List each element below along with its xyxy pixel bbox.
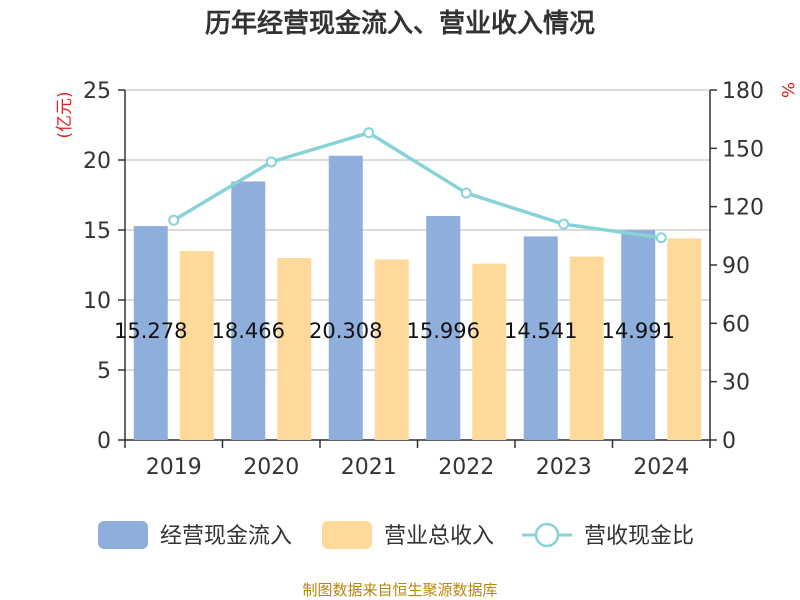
chart-title: 历年经营现金流入、营业收入情况 <box>205 8 595 39</box>
source-note: 制图数据来自恒生聚源数据库 <box>302 581 497 599</box>
bar-revenue <box>667 238 702 440</box>
ratio-line-path <box>172 130 662 240</box>
legend-label-cash-inflow: 经营现金流入 <box>160 524 292 549</box>
ratio-point <box>558 218 570 230</box>
bar-revenue <box>277 258 312 440</box>
right-tick-label: 180 <box>722 79 764 104</box>
right-tick-label: 60 <box>722 312 750 337</box>
bars <box>133 155 702 441</box>
x-tick-label: 2021 <box>341 455 397 480</box>
right-axis-unit: % <box>777 82 797 98</box>
x-tick-label: 2024 <box>633 455 689 480</box>
bar-revenue <box>569 256 604 440</box>
bar-cash-inflow <box>231 181 266 440</box>
data-label: 14.541 <box>504 319 577 343</box>
right-tick-label: 150 <box>722 137 764 162</box>
left-axis-unit: (亿元) <box>55 91 75 138</box>
bar-cash-inflow <box>621 230 656 440</box>
data-label: 15.996 <box>407 319 480 343</box>
bar-revenue <box>472 263 507 440</box>
legend-swatch-cash-inflow <box>98 521 148 549</box>
legend-label-revenue: 营业总收入 <box>384 524 494 549</box>
bar-cash-inflow <box>328 155 363 441</box>
data-label: 18.466 <box>212 319 285 343</box>
legend: 经营现金流入 营业总收入 营收现金比 <box>98 521 694 549</box>
ratio-point <box>655 232 667 244</box>
right-tick-label: 30 <box>722 371 750 396</box>
data-label: 15.278 <box>114 319 187 343</box>
data-label: 20.308 <box>309 319 382 343</box>
ratio-point <box>460 187 472 199</box>
bar-revenue <box>179 251 214 440</box>
x-tick-label: 2023 <box>536 455 592 480</box>
ratio-point <box>265 156 277 168</box>
left-tick-label: 10 <box>83 289 111 314</box>
bar-cash-inflow <box>426 216 461 440</box>
bar-cash-inflow <box>523 236 558 440</box>
ratio-point <box>168 214 180 226</box>
bar-revenue <box>374 259 409 440</box>
ratio-point <box>363 127 375 139</box>
data-label: 14.991 <box>602 319 675 343</box>
axes: 0 5 10 15 20 25 0 30 60 90 120 150 180 2019 2020 2021 20… <box>83 79 764 480</box>
x-tick-label: 2019 <box>146 455 202 480</box>
left-tick-label: 25 <box>83 79 111 104</box>
legend-label-ratio: 营收现金比 <box>584 524 694 549</box>
legend-swatch-ratio-marker <box>534 522 560 548</box>
x-tick-label: 2020 <box>243 455 299 480</box>
right-tick-label: 120 <box>722 196 764 221</box>
ratio-line <box>168 127 667 244</box>
left-tick-label: 0 <box>97 429 111 454</box>
x-tick-label: 2022 <box>438 455 494 480</box>
left-tick-label: 20 <box>83 149 111 174</box>
right-tick-label: 0 <box>722 429 736 454</box>
data-labels: 15.278 18.466 20.308 15.996 14.541 14.991 <box>114 319 675 343</box>
legend-swatch-revenue <box>322 521 372 549</box>
right-tick-label: 90 <box>722 254 750 279</box>
left-tick-label: 15 <box>83 219 111 244</box>
bar-cash-inflow <box>133 226 168 440</box>
left-tick-label: 5 <box>97 359 111 384</box>
